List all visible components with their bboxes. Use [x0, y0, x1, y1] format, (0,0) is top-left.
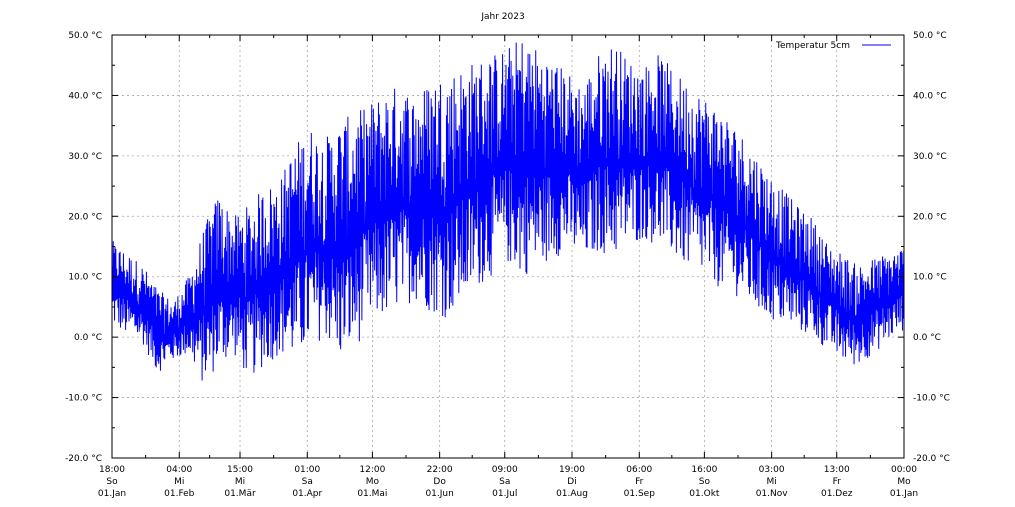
x-tick-date: 01.Jul	[492, 489, 517, 499]
plot-border	[111, 34, 905, 459]
x-tick-time: 01:00	[294, 465, 320, 475]
series-line-temperatur-5cm	[111, 42, 905, 381]
x-tick-date: 01.Apr	[292, 489, 322, 499]
x-tick-date: 01.Feb	[164, 489, 195, 499]
y-tick-label-left: 40.0 °C	[68, 91, 102, 101]
y-tick-label-left: 50.0 °C	[68, 31, 102, 41]
x-tick-time: 00:00	[891, 465, 917, 475]
x-tick-day: Fr	[833, 477, 842, 487]
x-tick-date: 01.Mai	[357, 489, 387, 499]
x-tick-time: 22:00	[427, 465, 453, 475]
x-axis-labels: 18:00 So 01.Jan 04:00 Mi 01.Feb 15:00 Mi 01.Mär 0…	[98, 465, 918, 499]
x-tick-date: 01.Jan	[98, 489, 126, 499]
x-tick-time: 04:00	[166, 465, 192, 475]
x-tick-day: Mi	[235, 477, 245, 487]
x-tick-time: 18:00	[99, 465, 125, 475]
x-tick-day: So	[699, 477, 711, 487]
legend-label: Temperatur 5cm	[775, 41, 850, 51]
x-tick-day: Mi	[767, 477, 777, 487]
x-tick-day: Do	[433, 477, 446, 487]
x-tick-time: 19:00	[559, 465, 585, 475]
x-tick-day: Mi	[174, 477, 184, 487]
x-tick-time: 09:00	[492, 465, 518, 475]
y-axis-left-labels: -20.0 °C -10.0 °C 0.0 °C 10.0 °C 20.0 °C 30.0…	[65, 31, 102, 464]
x-tick-time: 16:00	[691, 465, 717, 475]
series-layer	[111, 42, 905, 381]
x-tick-day: So	[106, 477, 118, 487]
y-tick-label-left: 0.0 °C	[74, 333, 102, 343]
chart-title: Jahr 2023	[480, 12, 524, 22]
x-tick-time: 12:00	[359, 465, 385, 475]
x-tick-day: Sa	[302, 477, 313, 487]
x-tick-date: 01.Jun	[425, 489, 453, 499]
y-tick-label-right: 0.0 °C	[913, 333, 941, 343]
y-tick-label-right: 20.0 °C	[913, 212, 947, 222]
y-axis-right-labels: -20.0 °C -10.0 °C 0.0 °C 10.0 °C 20.0 °C 30.0…	[913, 31, 950, 464]
y-tick-label-right: 30.0 °C	[913, 152, 947, 162]
x-tick-date: 01.Mär	[224, 489, 256, 499]
y-tick-label-right: 10.0 °C	[913, 273, 947, 283]
x-tick-date: 01.Nov	[756, 489, 789, 499]
plot-frame	[111, 34, 905, 459]
x-tick-time: 06:00	[626, 465, 652, 475]
x-tick-date: 01.Jan	[890, 489, 918, 499]
x-tick-day: Di	[567, 477, 576, 487]
x-tick-day: Fr	[635, 477, 644, 487]
y-tick-label-left: 30.0 °C	[68, 152, 102, 162]
y-tick-label-right: 50.0 °C	[913, 31, 947, 41]
x-tick-date: 01.Dez	[821, 489, 853, 499]
y-tick-label-left: -10.0 °C	[65, 394, 102, 404]
x-tick-date: 01.Sep	[624, 489, 656, 499]
y-tick-label-left: -20.0 °C	[65, 454, 102, 464]
y-tick-label-right: 40.0 °C	[913, 91, 947, 101]
x-tick-day: Sa	[499, 477, 510, 487]
x-tick-date: 01.Okt	[689, 489, 720, 499]
y-tick-label-left: 10.0 °C	[68, 273, 102, 283]
x-tick-time: 15:00	[227, 465, 253, 475]
x-tick-time: 03:00	[759, 465, 785, 475]
y-tick-label-right: -10.0 °C	[913, 394, 950, 404]
legend: Temperatur 5cm	[775, 41, 891, 51]
x-tick-date: 01.Aug	[556, 489, 588, 499]
x-tick-time: 13:00	[824, 465, 850, 475]
y-tick-label-right: -20.0 °C	[913, 454, 950, 464]
y-tick-label-left: 20.0 °C	[68, 212, 102, 222]
x-tick-day: Mo	[366, 477, 380, 487]
x-tick-day: Mo	[897, 477, 911, 487]
